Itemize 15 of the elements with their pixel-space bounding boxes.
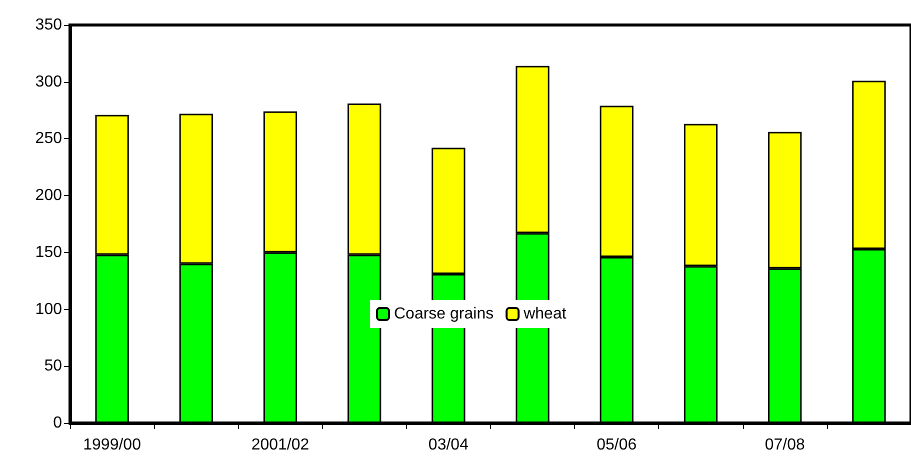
x-tick-label: 03/04 xyxy=(428,436,469,454)
y-tick-label: 200 xyxy=(35,187,62,204)
legend-label: Coarse grains xyxy=(394,306,494,322)
y-tick-label: 300 xyxy=(35,73,62,90)
x-tick-label: 2001/02 xyxy=(251,436,310,454)
x-tick-label: 07/08 xyxy=(764,436,805,454)
y-tick-label: 0 xyxy=(53,414,62,432)
x-tick-label: 05/06 xyxy=(596,436,637,454)
x-tick-label: 1999/00 xyxy=(83,436,142,454)
y-tick-label: 250 xyxy=(35,130,62,148)
y-tick-label: 350 xyxy=(35,16,62,34)
y-tick-label: 50 xyxy=(44,358,62,375)
y-tick-label: 100 xyxy=(35,300,62,318)
legend-label: wheat xyxy=(522,306,567,322)
y-tick-label: 150 xyxy=(35,244,62,261)
